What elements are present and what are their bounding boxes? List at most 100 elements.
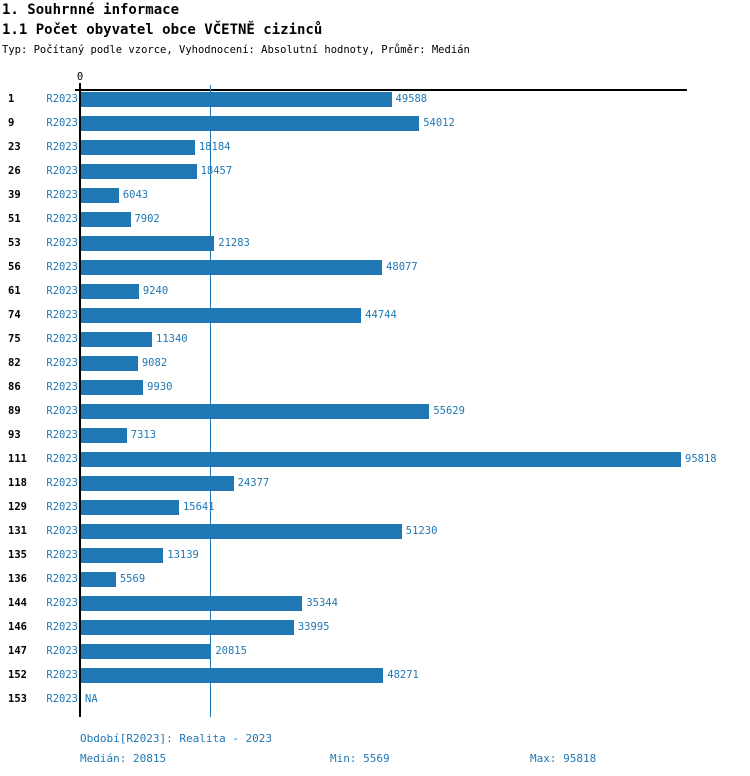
- chart-row: 82 R2023 9082: [0, 356, 750, 371]
- bar: [81, 428, 127, 443]
- bar: [81, 260, 383, 275]
- chart-row: 135 R2023 13139: [0, 548, 750, 563]
- chart-row: 23 R2023 18184: [0, 140, 750, 155]
- bar: [81, 476, 234, 491]
- bar: [81, 332, 152, 347]
- chart-row: 93 R2023 7313: [0, 428, 750, 443]
- bar-value-label: NA: [85, 693, 98, 705]
- row-series-label: R2023: [46, 381, 78, 393]
- row-series-label: R2023: [46, 333, 78, 345]
- row-series-label: R2023: [46, 141, 78, 153]
- bar-value-label: 54012: [423, 117, 455, 129]
- row-series-label: R2023: [46, 573, 78, 585]
- row-category-label: 129: [8, 501, 27, 513]
- bar-value-label: 18184: [198, 141, 231, 153]
- row-series-label: R2023: [46, 93, 78, 105]
- row-category-label: 9: [8, 117, 15, 129]
- row-series-label: R2023: [46, 597, 78, 609]
- chart-row: 152 R2023 48271: [0, 668, 750, 683]
- chart-row: 136 R2023 5569: [0, 572, 750, 587]
- bar: [81, 284, 139, 299]
- bar: [81, 188, 119, 203]
- bar: [81, 356, 138, 371]
- bar: [81, 596, 303, 611]
- chart-row: 153 R2023 NA: [0, 692, 750, 707]
- chart-row: 144 R2023 35344: [0, 596, 750, 611]
- bar-value-label: 44744: [365, 309, 397, 321]
- bar-value-label: 55629: [433, 405, 465, 417]
- row-category-label: 136: [8, 573, 27, 585]
- row-series-label: R2023: [46, 693, 78, 705]
- chart-row: 129 R2023 15641: [0, 500, 750, 515]
- bar-value-label: 7902: [134, 213, 160, 225]
- chart-row: 118 R2023 24377: [0, 476, 750, 491]
- chart-row: 51 R2023 7902: [0, 212, 750, 227]
- bar-value-label: 9930: [147, 381, 173, 393]
- bar-value-label: 15641: [182, 501, 215, 513]
- section-title: 1. Souhrnné informace: [2, 2, 180, 18]
- bar-value-label: 33995: [297, 621, 330, 633]
- row-category-label: 153: [8, 693, 27, 705]
- period-legend: Období[R2023]: Realita - 2023: [80, 732, 273, 745]
- bar: [81, 668, 384, 683]
- bar-value-label: 49588: [395, 93, 428, 105]
- row-series-label: R2023: [46, 477, 78, 489]
- bar-value-label: 51230: [405, 525, 438, 537]
- chart-meta-line: Typ: Počítaný podle vzorce, Vyhodnocení:…: [2, 44, 470, 56]
- chart-row: 111 R2023 95818: [0, 452, 750, 467]
- row-category-label: 61: [8, 285, 21, 297]
- median-reference-line: [210, 85, 212, 717]
- row-series-label: R2023: [46, 621, 78, 633]
- row-category-label: 26: [8, 165, 21, 177]
- row-category-label: 93: [8, 429, 21, 441]
- bar-value-label: 7313: [130, 429, 157, 441]
- bar-value-label: 48271: [387, 669, 419, 681]
- row-category-label: 89: [8, 405, 21, 417]
- row-series-label: R2023: [46, 525, 78, 537]
- subsection-title: 1.1 Počet obyvatel obce VČETNĚ cizinců: [2, 22, 323, 38]
- median-stat: Medián: 20815: [80, 752, 167, 765]
- min-stat: Min: 5569: [330, 752, 390, 765]
- bar-value-label: 9082: [141, 357, 168, 369]
- chart-row: 39 R2023 6043: [0, 188, 750, 203]
- chart-row: 1 R2023 49588: [0, 92, 750, 107]
- row-category-label: 1: [8, 93, 15, 105]
- x-axis-zero-label: 0: [76, 71, 84, 83]
- row-category-label: 152: [8, 669, 27, 681]
- bar: [81, 140, 195, 155]
- row-series-label: R2023: [46, 213, 78, 225]
- row-series-label: R2023: [46, 357, 78, 369]
- row-category-label: 56: [8, 261, 21, 273]
- row-category-label: 135: [8, 549, 27, 561]
- chart-row: 131 R2023 51230: [0, 524, 750, 539]
- chart-row: 61 R2023 9240: [0, 284, 750, 299]
- row-category-label: 147: [8, 645, 27, 657]
- bar: [81, 548, 164, 563]
- chart-row: 89 R2023 55629: [0, 404, 750, 419]
- row-category-label: 75: [8, 333, 21, 345]
- row-series-label: R2023: [46, 429, 78, 441]
- row-series-label: R2023: [46, 189, 78, 201]
- bar-value-label: 95818: [685, 453, 717, 465]
- row-category-label: 86: [8, 381, 21, 393]
- row-category-label: 144: [8, 597, 27, 609]
- chart-row: 75 R2023 11340: [0, 332, 750, 347]
- row-series-label: R2023: [46, 165, 78, 177]
- row-category-label: 118: [8, 477, 27, 489]
- row-series-label: R2023: [46, 117, 78, 129]
- bar-value-label: 18457: [200, 165, 233, 177]
- bar-value-label: 5569: [119, 573, 146, 585]
- bar: [81, 452, 681, 467]
- chart-row: 147 R2023 20815: [0, 644, 750, 659]
- bar: [81, 644, 212, 659]
- bar-value-label: 6043: [122, 189, 149, 201]
- max-stat: Max: 95818: [530, 752, 597, 765]
- row-series-label: R2023: [46, 285, 78, 297]
- chart-row: 53 R2023 21283: [0, 236, 750, 251]
- row-category-label: 51: [8, 213, 21, 225]
- bar: [81, 404, 430, 419]
- bar-value-label: 21283: [218, 237, 250, 249]
- bar: [81, 236, 215, 251]
- chart-row: 9 R2023 54012: [0, 116, 750, 131]
